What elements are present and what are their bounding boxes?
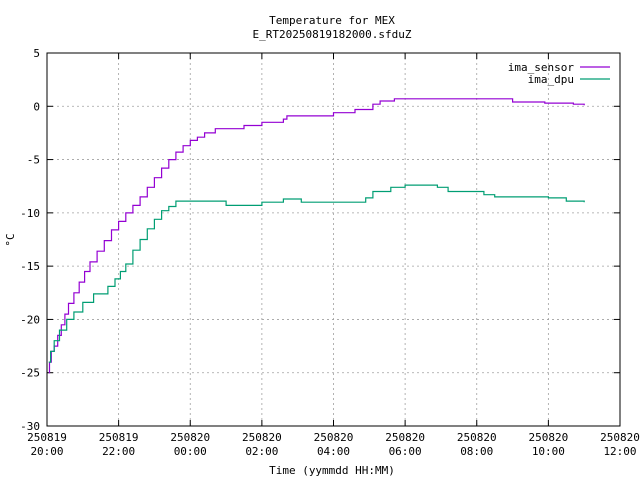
x-tick-time: 20:00: [30, 445, 63, 458]
y-tick-label: -30: [20, 420, 40, 433]
x-axis-label: Time (yymmdd HH:MM): [269, 464, 395, 477]
series-line-ima_sensor: [48, 98, 585, 374]
legend-label: ima_sensor: [508, 61, 575, 74]
x-tick-date: 250819: [99, 431, 139, 444]
x-tick-date: 250819: [27, 431, 67, 444]
x-tick-time: 22:00: [102, 445, 135, 458]
grid: [47, 53, 620, 426]
x-tick-date: 250820: [529, 431, 569, 444]
x-tick-date: 250820: [242, 431, 282, 444]
x-tick-date: 250820: [170, 431, 210, 444]
y-tick-label: -10: [20, 207, 40, 220]
y-tick-label: -20: [20, 313, 40, 326]
x-tick-time: 00:00: [174, 445, 207, 458]
x-tick-date: 250820: [314, 431, 354, 444]
y-tick-label: -15: [20, 260, 40, 273]
series-lines: [48, 98, 585, 374]
chart-title: Temperature for MEX: [269, 14, 395, 27]
y-axis-ticks: -30 -25 -20 -15 -10 -5 0 5: [20, 47, 620, 433]
x-tick-date: 250820: [385, 431, 425, 444]
x-tick-time: 08:00: [460, 445, 493, 458]
plot-frame: [46, 52, 621, 427]
x-tick-time: 12:00: [603, 445, 636, 458]
x-tick-time: 06:00: [389, 445, 422, 458]
y-axis-label: °C: [4, 233, 17, 246]
y-tick-label: 0: [33, 100, 40, 113]
x-tick-date: 250820: [457, 431, 497, 444]
y-tick-label: 5: [33, 47, 40, 60]
chart-subtitle: E_RT20250819182000.sfduZ: [253, 28, 412, 41]
x-tick-date: 250820: [600, 431, 640, 444]
x-tick-time: 10:00: [532, 445, 565, 458]
x-tick-time: 04:00: [317, 445, 350, 458]
series-line-ima_dpu: [48, 184, 585, 363]
x-tick-time: 02:00: [245, 445, 278, 458]
y-tick-label: -25: [20, 367, 40, 380]
legend-label: ima_dpu: [528, 73, 574, 86]
y-tick-label: -5: [27, 154, 40, 167]
x-axis-ticks: 25081920:0025081922:0025082000:002508200…: [27, 53, 640, 458]
